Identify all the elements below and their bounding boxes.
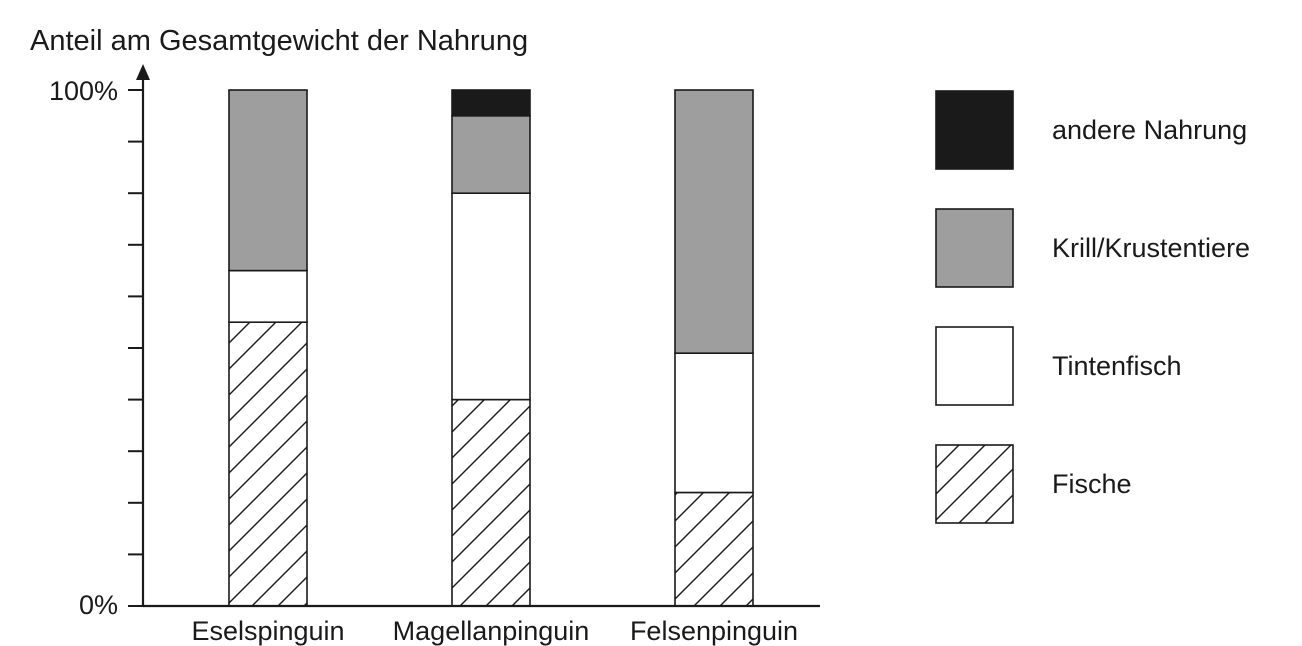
bar-segment-fische: [674, 491, 754, 607]
x-tick-label: Eselspinguin: [191, 616, 344, 646]
y-axis-label: Anteil am Gesamtgewicht der Nahrung: [30, 25, 528, 57]
legend-label: andere Nahrung: [1052, 115, 1247, 145]
x-tick-label: Felsenpinguin: [630, 616, 798, 646]
bar-segment-krill-krustentiere: [228, 89, 308, 272]
legend-label: Krill/Krustentiere: [1052, 233, 1250, 263]
y-axis-arrow: [136, 64, 150, 80]
bar-segment-tintenfisch: [674, 352, 754, 494]
y-tick-label: 100%: [49, 76, 118, 106]
bar-segment-tintenfisch: [228, 269, 308, 324]
x-tick-labels: Eselspinguin Magellanpinguin Felsenpinguin: [191, 616, 798, 646]
legend-swatch: [935, 326, 1014, 406]
bar-segment-krill-krustentiere: [674, 89, 754, 354]
bars: [228, 89, 754, 607]
legend: andere Nahrung Krill/Krustentiere Tintenfi…: [935, 90, 1250, 524]
bar-segment-krill-krustentiere: [451, 115, 531, 195]
legend-label: Tintenfisch: [1052, 351, 1182, 381]
bar-segment-andere-nahrung: [451, 89, 531, 117]
bar-segment-fische: [451, 398, 531, 607]
bar-segment-tintenfisch: [451, 192, 531, 401]
legend-label: Fische: [1052, 469, 1132, 499]
legend-swatch: [935, 90, 1014, 170]
x-tick-label: Magellanpinguin: [393, 616, 590, 646]
legend-swatch: [935, 208, 1014, 288]
y-tick-label: 0%: [79, 590, 118, 620]
legend-swatch: [935, 444, 1014, 524]
bar-segment-fische: [228, 321, 308, 607]
